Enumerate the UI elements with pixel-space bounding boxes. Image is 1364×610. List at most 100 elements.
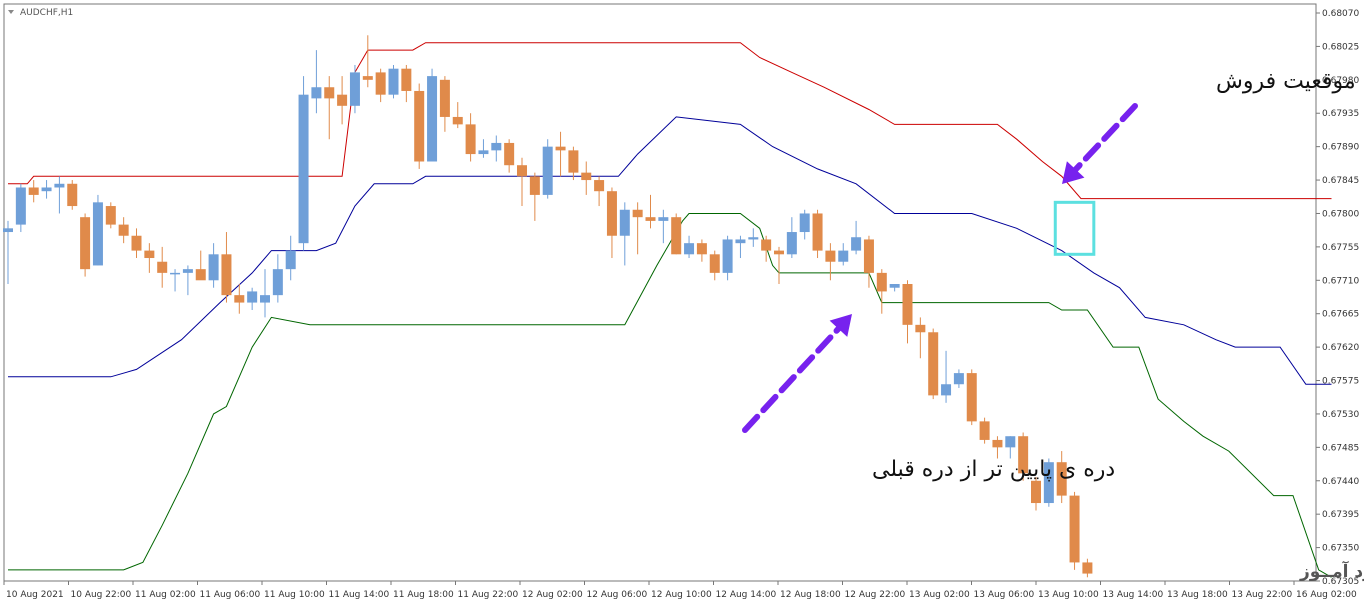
candle-bearish [1056,451,1067,504]
candle-bearish [876,269,887,314]
price-tick-label: 0.67665 [1322,310,1359,320]
candle-bullish [170,269,181,292]
highlight-box [1053,200,1096,256]
candle-body [54,183,65,188]
candle-bearish [825,243,836,281]
candle-body [953,373,964,385]
candle-body [863,239,874,273]
candle-body [748,237,759,240]
candle-body [876,272,887,292]
candle-bullish [941,350,952,403]
candle-bearish [928,328,939,400]
candle-bearish [452,102,463,129]
price-tick-label: 0.67755 [1322,243,1359,253]
time-tick-label: 12 Aug 06:00 [587,590,648,600]
candle-body [645,217,656,221]
candle-bullish [182,265,193,296]
candle-bullish [3,220,13,285]
candle-bearish [1082,558,1093,578]
candle-body [966,373,977,422]
annotation-lower-low: دره ی پایین تر از دره قبلی [872,457,1115,482]
candle-bearish [144,243,155,273]
candle-body [118,224,129,236]
price-tick-label: 0.67935 [1322,109,1359,119]
candle-body [889,284,900,288]
candle-body [272,269,283,296]
candle-bearish [606,187,617,259]
candle-bearish [555,131,566,177]
candle-body [324,87,335,99]
candle-body [1082,562,1093,574]
candle-body [529,176,540,195]
candle-body [260,295,270,303]
candle-bearish [157,246,168,288]
time-tick-label: 11 Aug 10:00 [264,590,325,600]
candle-body [915,324,926,333]
candle-body [1031,480,1041,504]
candle-bearish [671,213,682,255]
price-tick-label: 0.67440 [1322,477,1359,487]
candle-body [195,269,206,281]
candle-bearish [812,209,823,259]
candle-body [221,254,232,296]
symbol-label[interactable]: AUDCHF,H1 [20,8,73,18]
candle-bearish [234,284,245,314]
candle-bearish [1031,477,1041,511]
candle-body [594,180,605,192]
candle-bearish [863,235,874,288]
candle-bearish [105,202,116,229]
candle-bearish [67,180,78,210]
symbol-dropdown-icon[interactable] [8,10,14,14]
candle-bearish [915,317,926,359]
candle-body [491,142,502,151]
candle-body [15,187,26,225]
candle-bearish [375,68,386,103]
candle-bearish [401,64,412,103]
candle-body [555,146,566,151]
candle-body [684,243,695,255]
candle-body [619,209,630,236]
candle-bearish [337,76,348,125]
candle-body [337,94,348,106]
candle-body [799,213,810,233]
candle-body [439,79,450,117]
arrow-head [1062,161,1085,184]
candle-body [979,421,990,440]
candle-body [144,250,155,259]
arrow-head [829,314,852,337]
candle-bullish [1043,458,1054,507]
candle-body [427,76,438,162]
candle-body [1018,436,1029,474]
time-tick-label: 16 Aug 02:00 [1296,590,1357,600]
candle-bearish [118,217,129,244]
candle-bearish [131,228,142,259]
candle-bearish [221,232,232,303]
arrow-shaft [1072,103,1138,173]
candle-body [838,250,849,262]
price-tick-label: 0.67890 [1322,143,1359,153]
candle-body [478,150,489,155]
price-axis: 0.68070 0.68025 0.67980 0.67935 0.67890 0.678… [1316,9,1359,587]
time-axis: 10 Aug 2021 10 Aug 22:00 11 Aug 02:00 11 Au… [3,581,1357,600]
candle-bearish [761,235,772,262]
candle-bullish [260,269,270,318]
candle-body [375,72,386,95]
annotation-sell-position: موقعیت فروش [1216,69,1356,94]
candle-bullish [542,139,553,199]
candle-bullish [41,180,52,199]
overlay [742,103,1138,433]
candle-bullish [427,68,438,162]
candle-bullish [851,220,862,255]
low-arrow-icon [742,314,852,433]
candle-body [1043,462,1054,504]
candle-body [941,384,952,396]
time-tick-label: 13 Aug 22:00 [1232,590,1293,600]
candle-bullish [349,64,360,114]
arrow-shaft [742,325,842,433]
candle-bullish [735,235,746,259]
candle-bullish [748,228,759,247]
candle-bearish [517,157,527,207]
candle-body [761,239,772,251]
candle-body [902,284,913,325]
